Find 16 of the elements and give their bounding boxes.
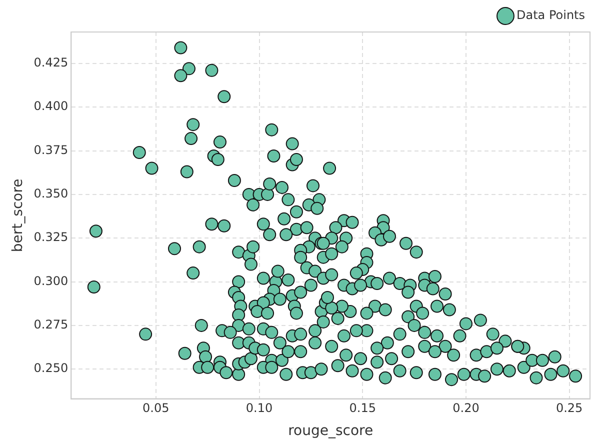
legend-label: Data Points — [516, 8, 585, 22]
y-tick-label: 0.375 — [34, 142, 68, 157]
x-axis-title: rouge_score — [288, 423, 374, 440]
y-tick-label: 0.325 — [34, 230, 68, 244]
y-tick-label: 0.425 — [34, 56, 68, 70]
y-tick-label: 0.275 — [34, 318, 68, 332]
x-tick-label: 0.25 — [556, 401, 583, 416]
y-tick-label: 0.400 — [34, 99, 68, 114]
y-tick-label: 0.250 — [34, 361, 68, 376]
x-tick-label: 0.05 — [142, 401, 170, 416]
x-tick-label: 0.20 — [452, 401, 480, 416]
y-tick-label: 0.300 — [34, 274, 68, 288]
y-tick-label: 0.350 — [34, 186, 68, 201]
x-tick-label: 0.10 — [246, 401, 273, 416]
y-axis-title: bert_score — [10, 178, 26, 252]
x-tick-label: 0.15 — [349, 401, 376, 416]
